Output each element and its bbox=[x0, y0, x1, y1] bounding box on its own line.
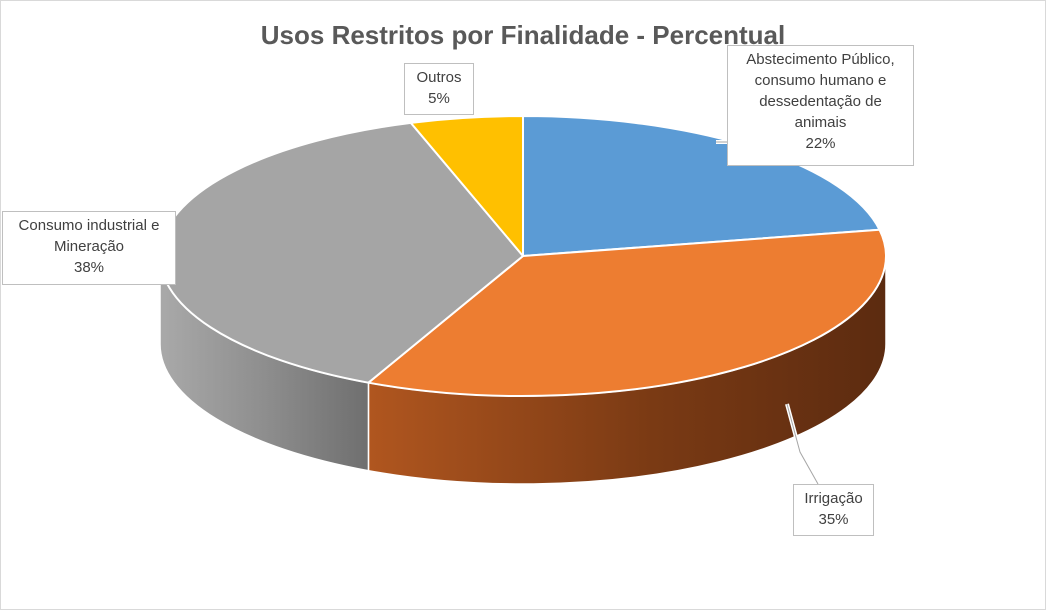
data-label-line: dessedentação de bbox=[759, 93, 882, 110]
data-label-value: 22% bbox=[805, 135, 836, 152]
slice-irrigacao[interactable] bbox=[367, 228, 887, 397]
chart-title: Usos Restritos por Finalidade - Percentu… bbox=[260, 20, 786, 50]
slice-outros[interactable] bbox=[409, 115, 524, 257]
data-label-line: animais bbox=[794, 114, 847, 131]
data-label-abastecimento: Abstecimento Público, consumo humano e d… bbox=[727, 45, 914, 166]
data-label-line: consumo humano e bbox=[754, 72, 887, 89]
callout-leader-lines bbox=[716, 140, 820, 485]
data-label-outros: Outros 5% bbox=[404, 63, 474, 115]
data-label-line: Abstecimento Público, bbox=[746, 51, 895, 68]
leader-irrigacao bbox=[786, 403, 819, 485]
data-label-value: 35% bbox=[818, 511, 849, 528]
data-label-line: Consumo industrial e bbox=[18, 217, 160, 234]
data-label-consumo-industrial: Consumo industrial e Mineração 38% bbox=[2, 211, 176, 285]
pie-slices bbox=[158, 115, 887, 397]
data-label-line: Mineração bbox=[53, 238, 125, 255]
data-label-value: 5% bbox=[428, 90, 450, 107]
data-label-irrigacao: Irrigação 35% bbox=[793, 484, 874, 536]
data-label-line: Outros bbox=[416, 69, 462, 86]
data-label-value: 38% bbox=[73, 259, 105, 276]
data-label-line: Irrigação bbox=[804, 490, 863, 507]
